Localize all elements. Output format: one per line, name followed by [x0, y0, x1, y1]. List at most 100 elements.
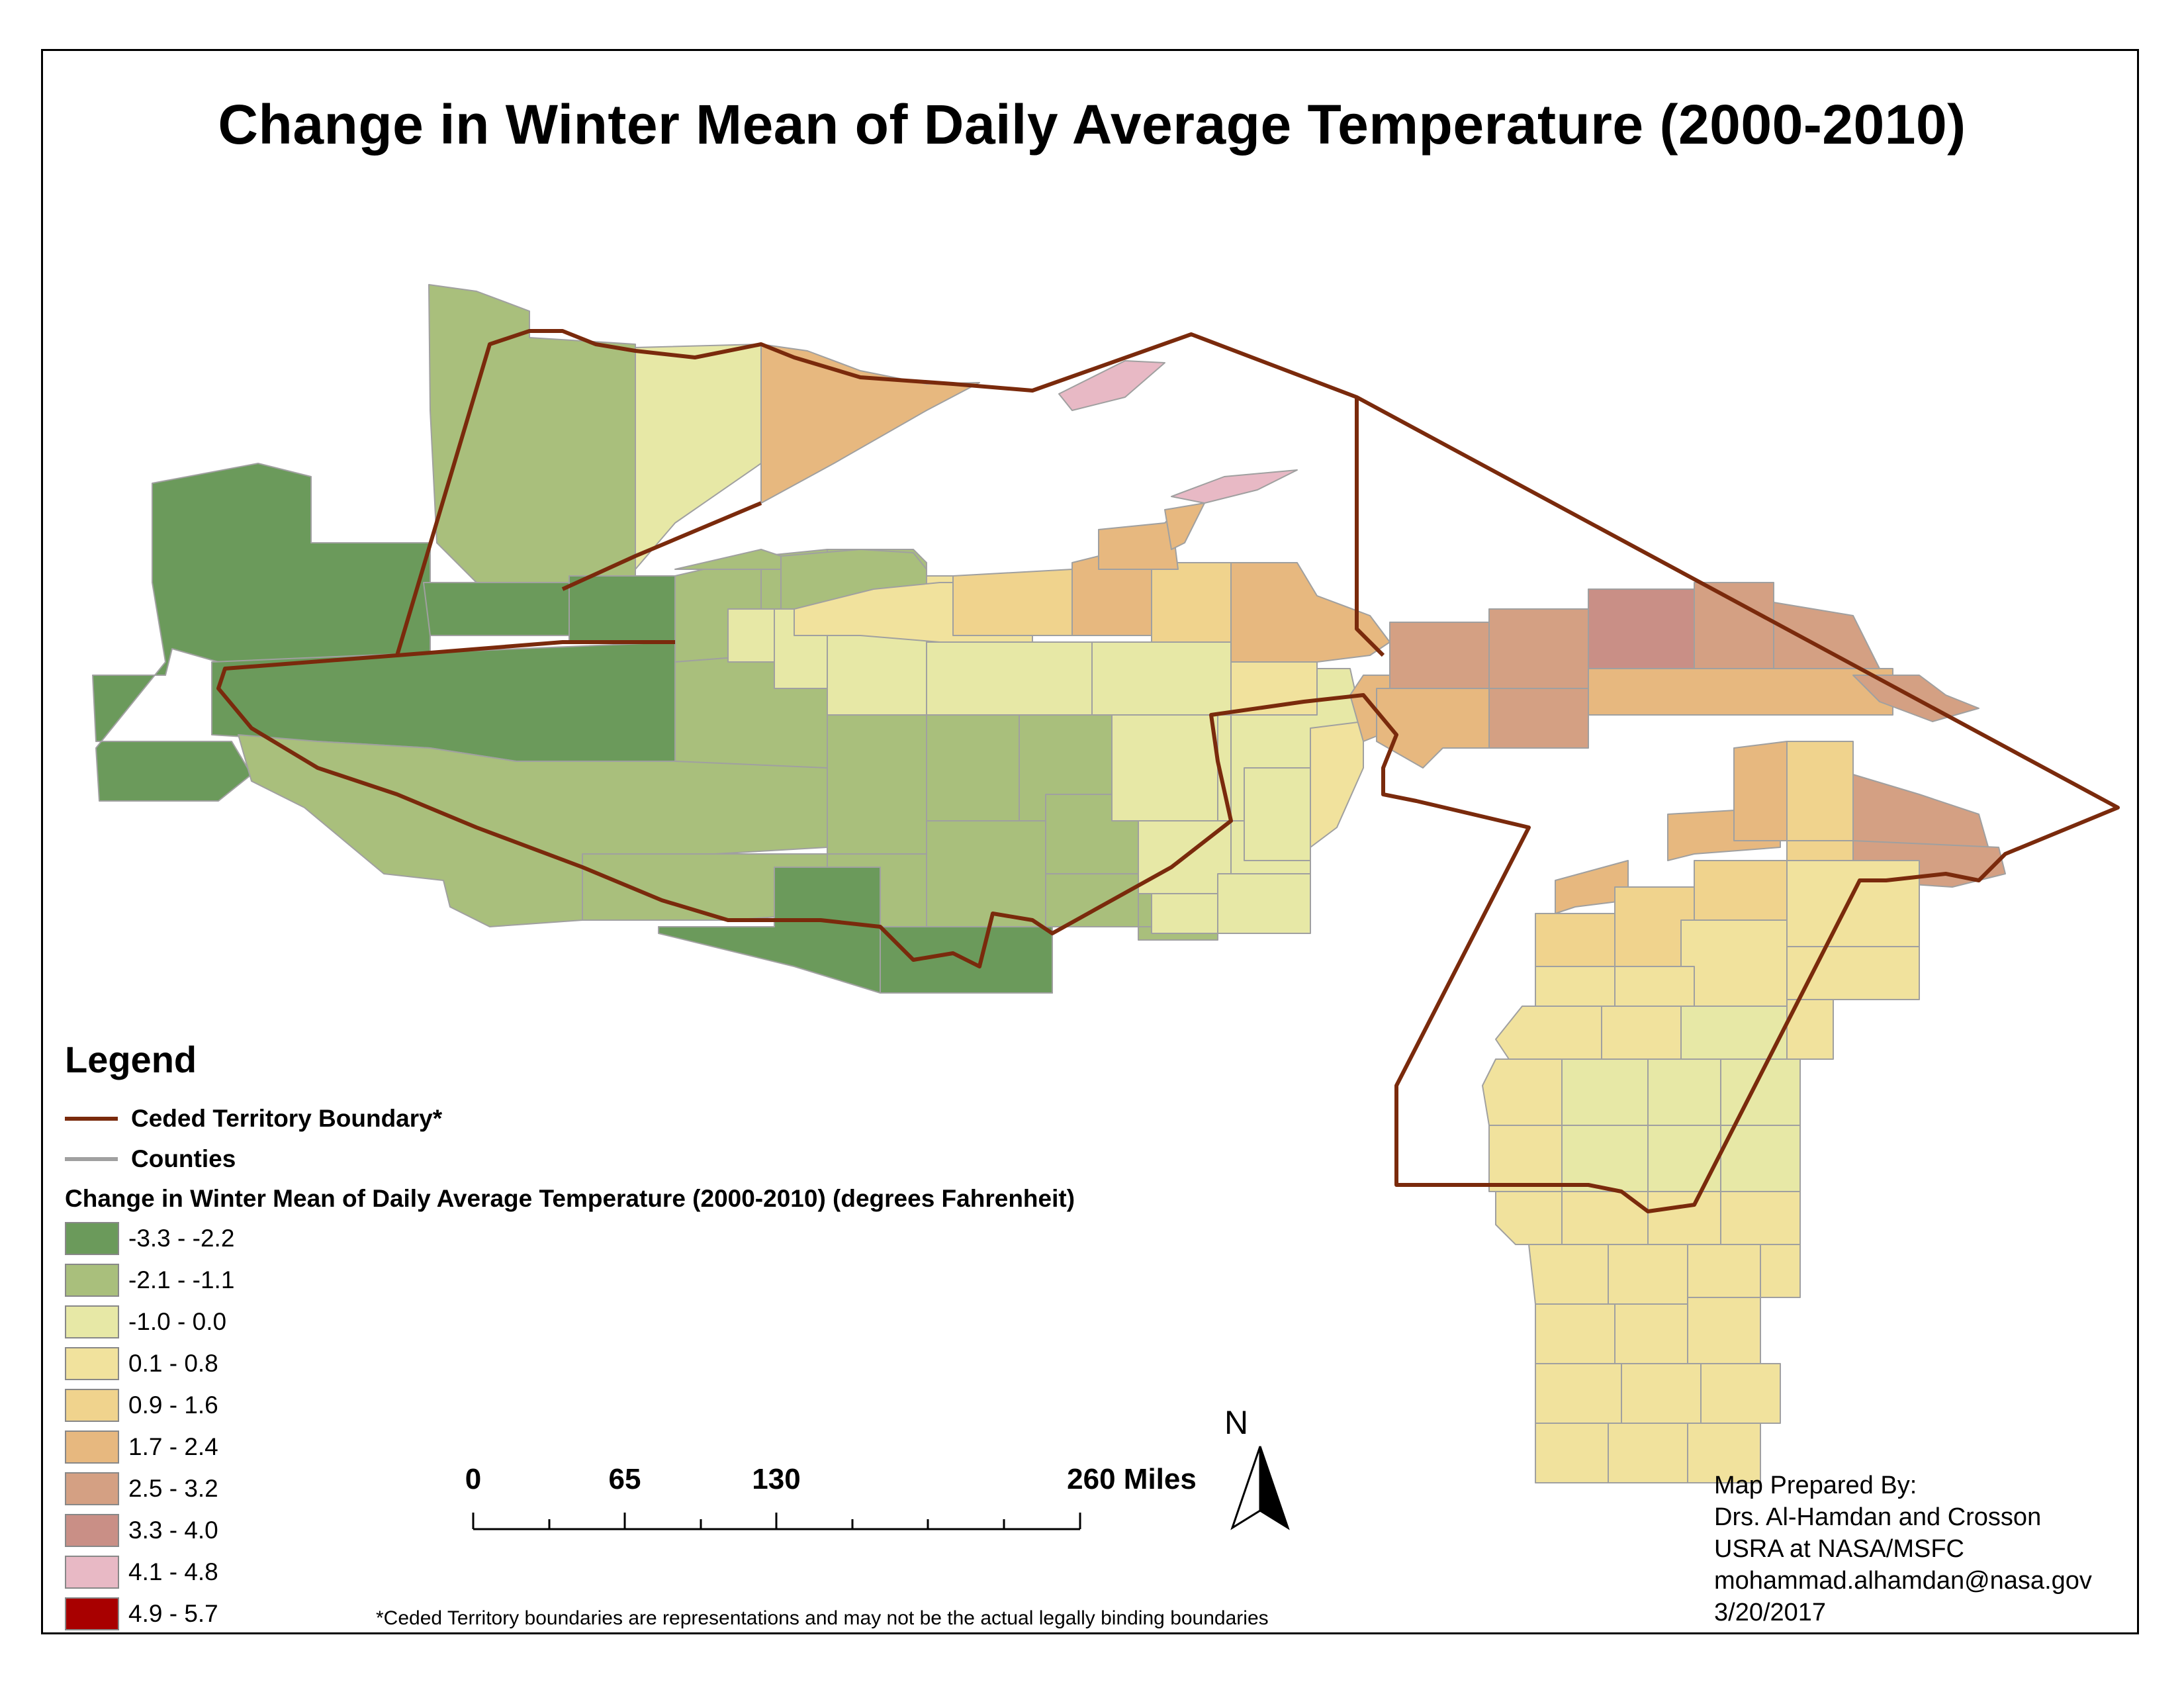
county	[1045, 873, 1139, 927]
county	[1786, 860, 1920, 947]
credits-email: mohammad.alhamdan@nasa.gov	[1714, 1567, 2092, 1595]
county	[1488, 688, 1589, 749]
credits-date: 3/20/2017	[1714, 1599, 1827, 1626]
boundary-line-swatch	[65, 1117, 118, 1121]
credits-block: Map Prepared By: Drs. Al-Hamdan and Cros…	[1714, 1470, 2092, 1628]
county	[1535, 966, 1615, 1007]
class-swatch	[65, 1264, 119, 1297]
class-label: 0.1 - 0.8	[128, 1350, 218, 1377]
county	[760, 344, 980, 504]
scale-label: 0	[465, 1463, 482, 1495]
county	[1760, 1244, 1801, 1298]
legend-class-row: -2.1 - -1.1	[65, 1261, 234, 1299]
county	[1647, 1058, 1721, 1126]
county	[1647, 1125, 1721, 1192]
county	[1058, 360, 1165, 411]
county	[1091, 641, 1232, 716]
county	[926, 820, 1046, 927]
county	[1601, 1006, 1682, 1060]
legend-classes-title: Change in Winter Mean of Daily Average T…	[65, 1185, 1075, 1212]
class-swatch	[65, 1597, 119, 1630]
county	[827, 714, 927, 855]
county	[1720, 1125, 1801, 1192]
county	[1700, 1363, 1781, 1424]
county	[1495, 1006, 1602, 1060]
class-swatch	[65, 1222, 119, 1255]
class-label: 1.7 - 2.4	[128, 1433, 218, 1460]
county	[1482, 1058, 1563, 1126]
county	[1608, 1244, 1688, 1305]
legend-title: Legend	[65, 1039, 197, 1080]
county	[1535, 1423, 1609, 1483]
county	[1694, 582, 1774, 669]
credits-line: Map Prepared By:	[1714, 1472, 1917, 1499]
class-swatch	[65, 1430, 119, 1464]
class-label: 4.1 - 4.8	[128, 1558, 218, 1585]
legend-boundary-row: Ceded Territory Boundary*	[65, 1102, 442, 1135]
legend-class-row: 2.5 - 3.2	[65, 1470, 218, 1508]
county	[1151, 893, 1218, 934]
county	[1244, 767, 1311, 861]
county	[952, 569, 1073, 636]
scale-label: 130	[752, 1463, 801, 1495]
county	[1614, 966, 1695, 1007]
class-swatch	[65, 1389, 119, 1422]
legend-class-row: 1.7 - 2.4	[65, 1428, 218, 1466]
county	[1608, 1423, 1688, 1483]
county	[1687, 1297, 1761, 1364]
legend-class-row: 0.1 - 0.8	[65, 1344, 218, 1383]
legend-boundary-label: Ceded Territory Boundary*	[131, 1105, 443, 1132]
county	[1786, 999, 1834, 1060]
map-title: Change in Winter Mean of Daily Average T…	[218, 93, 1966, 156]
county	[1555, 860, 1629, 914]
county	[92, 463, 570, 802]
county	[423, 582, 570, 636]
county	[1098, 516, 1179, 570]
legend-counties-row: Counties	[65, 1143, 236, 1176]
class-label: 2.5 - 3.2	[128, 1475, 218, 1502]
scale-label: 65	[608, 1463, 641, 1495]
county	[1151, 562, 1232, 643]
class-swatch	[65, 1347, 119, 1380]
class-label: 0.9 - 1.6	[128, 1391, 218, 1419]
county	[1786, 946, 1920, 1000]
disclaimer-note: *Ceded Territory boundaries are represen…	[376, 1607, 1269, 1629]
legend-class-row: -1.0 - 0.0	[65, 1303, 226, 1341]
county	[1230, 562, 1390, 669]
county	[1535, 1303, 1615, 1364]
county	[1720, 1191, 1801, 1245]
county	[1310, 721, 1364, 848]
county	[1621, 1363, 1702, 1424]
scale-bar	[472, 1513, 1081, 1530]
class-swatch	[65, 1472, 119, 1505]
legend-class-row: -3.3 - -2.2	[65, 1219, 234, 1258]
county	[1687, 1244, 1761, 1298]
county	[1171, 469, 1298, 504]
legend-class-row: 4.1 - 4.8	[65, 1553, 218, 1591]
county	[1733, 741, 1788, 841]
county	[1561, 1125, 1649, 1192]
county	[1561, 1058, 1649, 1126]
county	[1488, 1125, 1563, 1192]
county	[1164, 502, 1205, 550]
counties-layer	[92, 284, 2006, 1483]
class-label: -1.0 - 0.0	[128, 1308, 227, 1335]
class-swatch	[65, 1556, 119, 1589]
county	[1720, 1058, 1801, 1126]
county	[1495, 1191, 1563, 1245]
county	[1773, 602, 1880, 669]
county	[1614, 1303, 1688, 1364]
legend-class-row: 0.9 - 1.6	[65, 1386, 218, 1425]
class-label: -2.1 - -1.1	[128, 1266, 235, 1293]
counties-line-swatch	[65, 1157, 118, 1161]
legend-class-row: 3.3 - 4.0	[65, 1511, 218, 1550]
credits-line: USRA at NASA/MSFC	[1714, 1535, 1964, 1563]
county	[1535, 913, 1615, 967]
county	[1535, 1363, 1622, 1424]
county	[635, 344, 762, 570]
class-label: -3.3 - -2.2	[128, 1225, 235, 1252]
ceded-territory-boundary	[216, 329, 2120, 1213]
county	[1647, 1191, 1721, 1245]
county	[1217, 873, 1311, 934]
